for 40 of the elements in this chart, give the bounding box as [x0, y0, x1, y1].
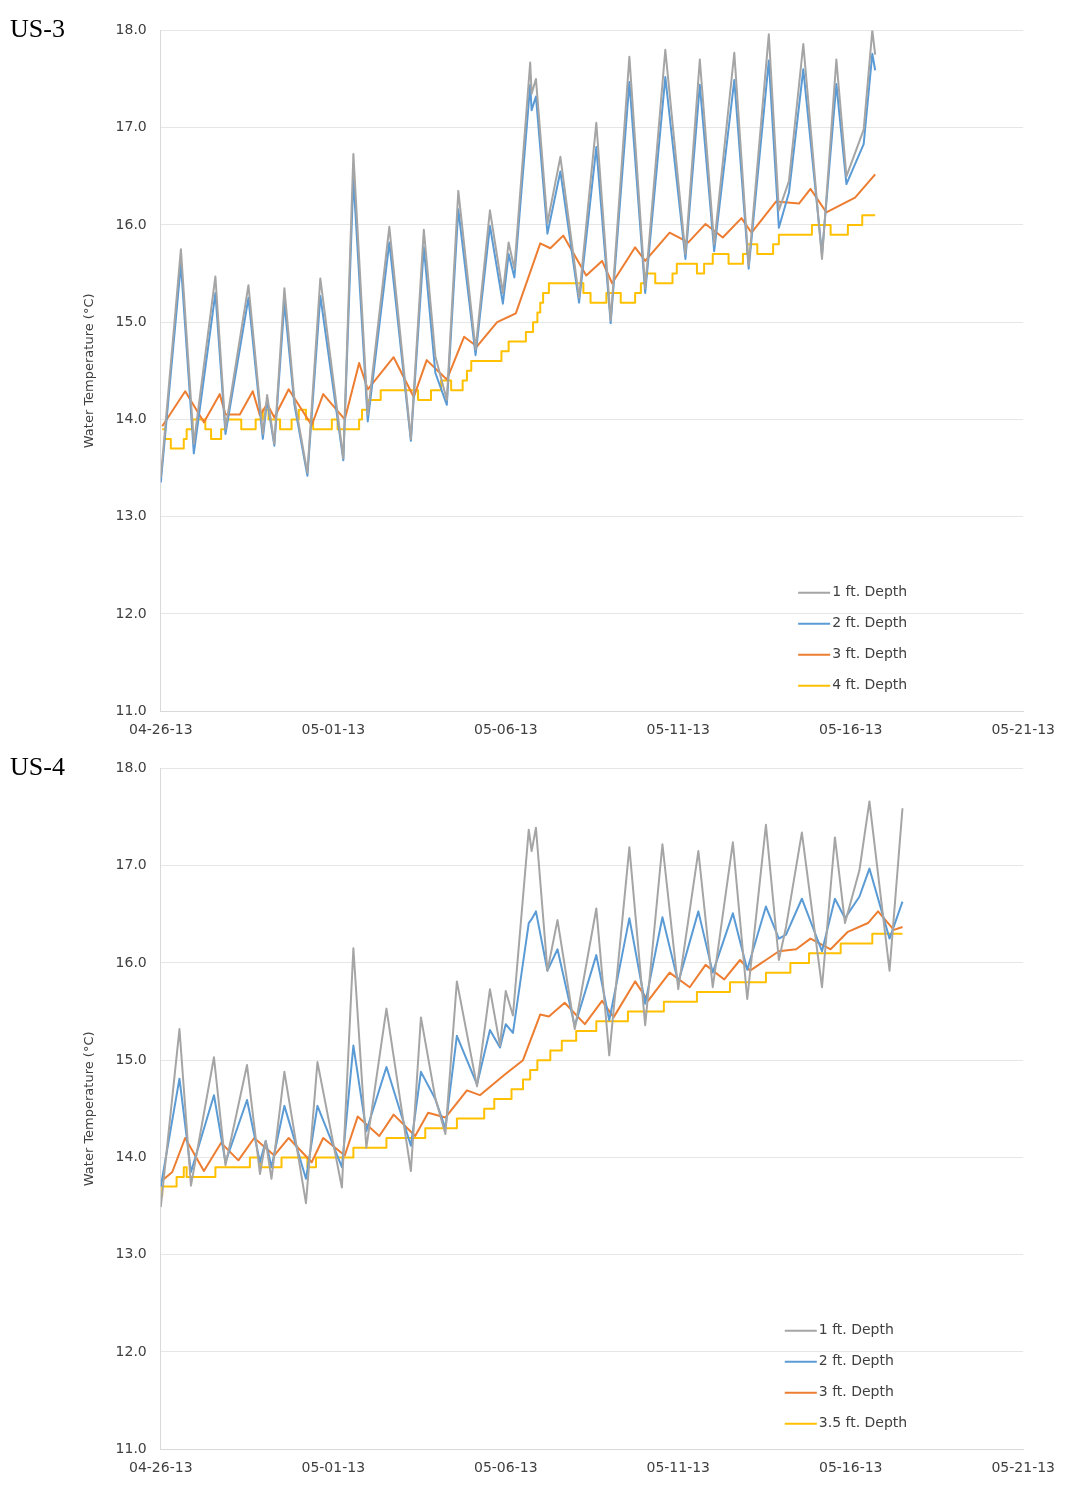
y-tick-label: 15.0: [115, 1050, 147, 1067]
x-tick-label: 04-26-13: [129, 721, 193, 738]
y-tick-label: 13.0: [115, 1245, 147, 1262]
y-tick-label: 15.0: [115, 312, 147, 329]
y-tick-label: 14.0: [115, 1148, 147, 1165]
y-tick-label: 11.0: [115, 1439, 147, 1456]
legend-label: 1 ft. Depth: [818, 1321, 894, 1338]
x-tick-label: 05-11-13: [646, 1459, 711, 1476]
y-axis-title: Water Temperature (°C): [81, 1031, 97, 1187]
x-tick-label: 05-16-13: [818, 1459, 883, 1476]
y-tick-label: 18.0: [115, 759, 147, 776]
chart-title: US-3: [10, 14, 65, 44]
chart-title: US-4: [10, 752, 65, 782]
y-tick-label: 18.0: [115, 21, 147, 38]
y-tick-label: 14.0: [115, 410, 147, 427]
y-tick-label: 16.0: [115, 215, 147, 232]
x-tick-label: 05-21-13: [991, 721, 1055, 738]
y-tick-label: 13.0: [115, 507, 147, 524]
y-tick-label: 12.0: [115, 604, 147, 621]
legend-label: 3.5 ft. Depth: [818, 1414, 908, 1431]
y-tick-label: 16.0: [115, 953, 147, 970]
legend-label: 4 ft. Depth: [832, 676, 908, 693]
legend-label: 1 ft. Depth: [832, 583, 908, 600]
legend-label: 3 ft. Depth: [832, 645, 908, 662]
x-tick-label: 05-06-13: [473, 1459, 538, 1476]
y-tick-label: 11.0: [115, 701, 147, 718]
x-tick-label: 05-06-13: [473, 721, 538, 738]
x-tick-label: 05-01-13: [301, 721, 366, 738]
y-tick-label: 12.0: [115, 1342, 147, 1359]
y-tick-label: 17.0: [115, 118, 147, 135]
legend-label: 2 ft. Depth: [832, 614, 908, 631]
x-tick-label: 05-21-13: [991, 1459, 1055, 1476]
x-tick-label: 05-11-13: [646, 721, 711, 738]
legend-label: 2 ft. Depth: [818, 1352, 894, 1369]
x-tick-label: 05-16-13: [818, 721, 883, 738]
x-tick-label: 04-26-13: [129, 1459, 193, 1476]
y-axis-title: Water Temperature (°C): [81, 293, 97, 449]
x-tick-label: 05-01-13: [301, 1459, 366, 1476]
legend-label: 3 ft. Depth: [818, 1383, 894, 1400]
y-tick-label: 17.0: [115, 856, 147, 873]
